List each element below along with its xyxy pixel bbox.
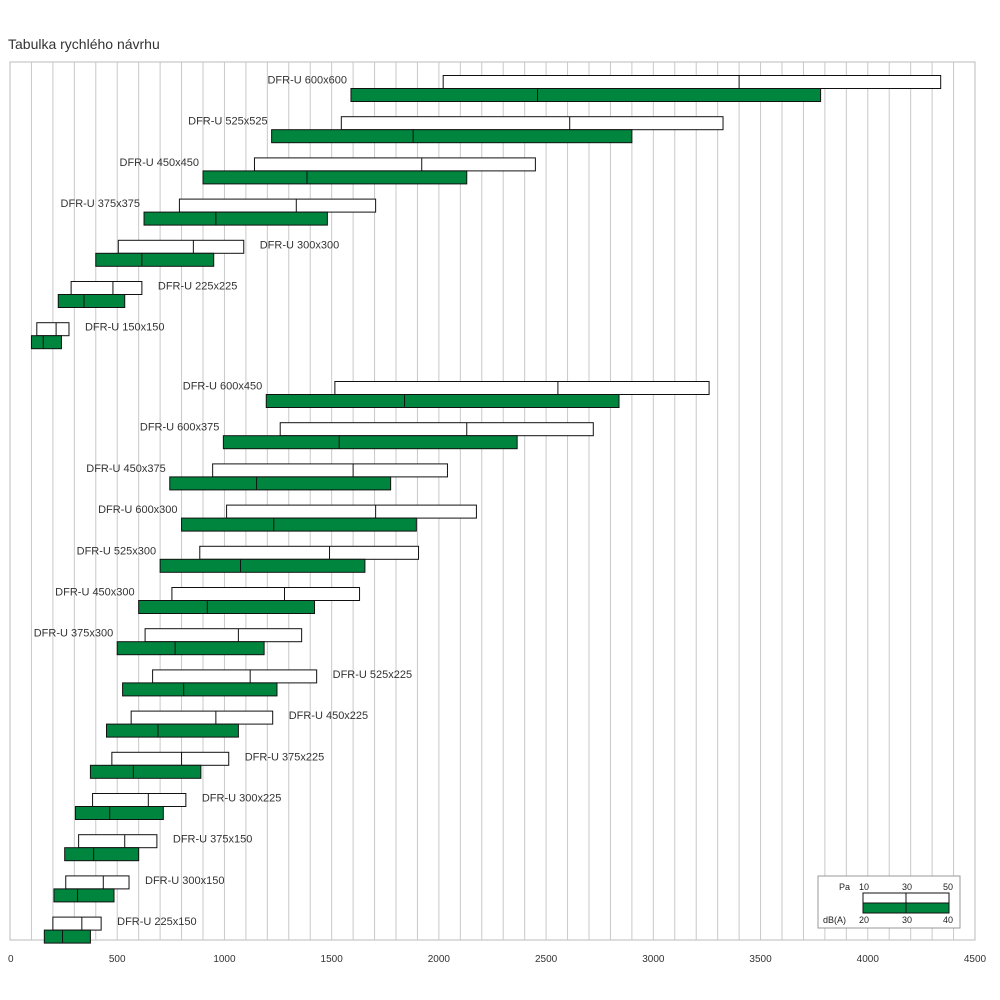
sound-bar	[143, 211, 328, 226]
legend-pa-tick-2: 30	[902, 882, 912, 892]
pressure-bar	[279, 422, 594, 437]
row-label: DFR-U 450x300	[55, 587, 134, 599]
sound-bar	[53, 888, 115, 903]
pressure-bar	[111, 751, 230, 766]
pressure-bar	[52, 916, 102, 931]
x-axis-ticks: 0 500 1000 1500 2000 2500 3000 3500 4000 4500	[8, 954, 987, 965]
pressure-bar	[65, 875, 130, 890]
row-label: DFR-U 375x375	[61, 198, 140, 210]
pressure-bar	[253, 157, 536, 172]
row-label: DFR-U 450x450	[120, 157, 199, 169]
pressure-bar	[340, 116, 724, 131]
pressure-bar	[78, 834, 158, 849]
x-tick-label: 3500	[749, 954, 772, 965]
pressure-bar	[36, 322, 70, 337]
x-tick-label: 0	[8, 954, 14, 965]
x-tick-label: 4500	[964, 954, 987, 965]
legend: Pa 10 30 50 dB(A) 20 30 40	[817, 875, 961, 929]
pressure-bar	[152, 669, 318, 684]
legend-db-tick-3: 40	[943, 915, 953, 925]
legend-pa-tick-1: 10	[859, 882, 869, 892]
row-label: DFR-U 300x300	[260, 239, 339, 251]
sound-bar	[57, 294, 126, 308]
row-label: DFR-U 450x375	[86, 463, 165, 475]
row-label: DFR-U 150x150	[85, 322, 164, 334]
legend-db-tick-2: 30	[902, 915, 912, 925]
sound-bar	[74, 806, 164, 820]
pressure-bar	[171, 587, 361, 601]
legend-db-label: dB(A)	[823, 915, 846, 925]
row-label: DFR-U 600x600	[267, 75, 346, 87]
pressure-bar	[130, 710, 274, 725]
row-label: DFR-U 225x150	[117, 916, 196, 928]
sound-bar	[222, 435, 518, 450]
pressure-bar	[144, 628, 303, 643]
sound-bar	[89, 764, 202, 779]
x-tick-label: 1500	[321, 954, 344, 965]
row-label: DFR-U 300x150	[145, 875, 224, 887]
pressure-bar	[117, 239, 245, 254]
legend-db-tick-1: 20	[859, 915, 869, 925]
row-label: DFR-U 525x525	[188, 116, 267, 128]
row-label: DFR-U 600x450	[183, 381, 262, 393]
row-label: DFR-U 525x300	[77, 545, 156, 557]
x-tick-label: 4000	[857, 954, 880, 965]
sound-bar	[30, 335, 62, 350]
pressure-bar	[92, 793, 187, 807]
sound-bar	[95, 252, 215, 267]
pressure-bar	[334, 381, 710, 395]
row-label: DFR-U 525x225	[333, 669, 412, 681]
row-label: DFR-U 450x225	[289, 710, 368, 722]
pressure-bar	[199, 545, 420, 560]
sound-bar	[122, 682, 278, 697]
sound-bar	[181, 517, 417, 532]
pressure-bar	[226, 504, 477, 519]
x-tick-label: 1000	[213, 954, 236, 965]
page-title: Tabulka rychlého návrhu	[8, 36, 160, 52]
pressure-bar	[70, 281, 143, 295]
row-label: DFR-U 300x225	[202, 793, 281, 805]
row-label: DFR-U 375x300	[34, 628, 113, 640]
sound-bar	[106, 723, 239, 738]
row-label: DFR-U 600x300	[98, 504, 177, 516]
sound-bar	[159, 558, 366, 573]
sound-bar	[271, 129, 633, 144]
sound-bar	[138, 600, 316, 614]
x-tick-label: 2500	[535, 954, 558, 965]
pressure-bar	[212, 463, 448, 478]
row-label: DFR-U 375x225	[245, 751, 324, 763]
x-tick-label: 500	[109, 954, 126, 965]
sound-bar	[350, 88, 822, 102]
sound-bar	[169, 476, 392, 491]
row-label: DFR-U 225x225	[158, 281, 237, 293]
pressure-bar	[178, 198, 377, 213]
x-tick-label: 3000	[642, 954, 665, 965]
x-tick-label: 2000	[428, 954, 451, 965]
sound-bar	[265, 394, 620, 408]
sound-bar	[43, 929, 91, 944]
pressure-bar	[442, 75, 942, 89]
sound-bar	[202, 170, 468, 185]
legend-pa-label: Pa	[839, 882, 850, 892]
legend-pa-tick-3: 50	[943, 882, 953, 892]
row-label: DFR-U 600x375	[140, 422, 219, 434]
sound-bar	[116, 641, 265, 656]
row-label: DFR-U 375x150	[173, 834, 252, 846]
sound-bar	[64, 847, 140, 862]
bars	[30, 75, 942, 944]
row-labels: DFR-U 600x600 DFR-U 525x525 DFR-U 450x450 D…	[34, 75, 412, 929]
